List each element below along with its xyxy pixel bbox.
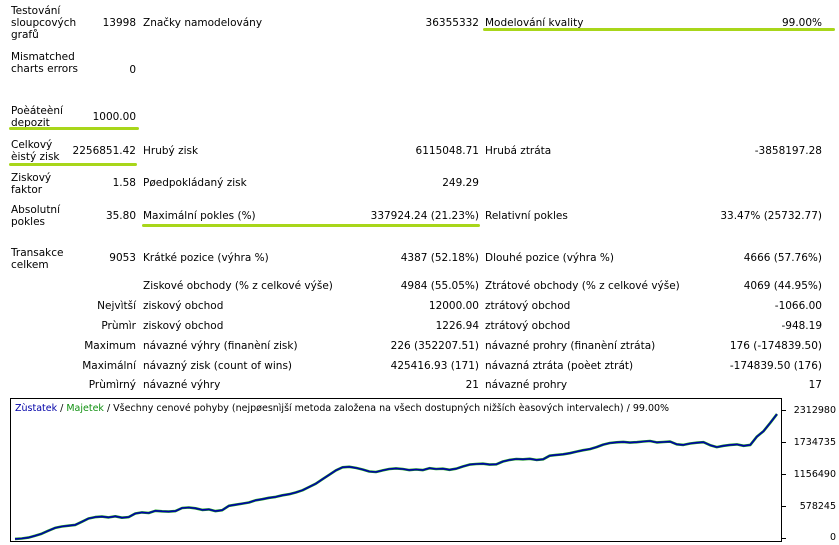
value-maximal-drawdown: 337924.24 (21.23%): [370, 210, 479, 222]
label-maximal-consecutive-loss: návazná ztráta (poèet ztrát): [485, 360, 634, 372]
value-maximal-consecutive-loss: -174839.50 (176): [729, 360, 822, 372]
label-average-consecutive-losses: návazné prohry: [485, 379, 568, 391]
net-profit-highlight-line: [9, 163, 137, 166]
label-net-profit: Celkový èistý zisk: [11, 139, 60, 163]
value-long-positions: 4666 (57.76%): [743, 252, 822, 264]
y-tick-label: 578245: [799, 501, 836, 512]
legend-description: / Všechny cenové pohyby (nejpøesnìjší me…: [103, 403, 670, 414]
label-max-consecutive-losses: návazné prohry (finanèní ztráta): [485, 340, 656, 352]
label-maximal-consecutive-profit: návazný zisk (count of wins): [143, 360, 293, 372]
y-tick-mark: [782, 506, 786, 507]
label-loss-trades: Ztrátové obchody (% z celkové výše): [485, 280, 680, 292]
label-maximal-drawdown: Maximální pokles (%): [143, 210, 256, 222]
value-largest-profit-trade: 12000.00: [428, 300, 479, 312]
y-tick-mark: [782, 538, 786, 539]
balance-chart: Zùstatek / Majetek / Všechny cenové pohy…: [10, 398, 836, 544]
value-profit-trades: 4984 (55.05%): [400, 280, 479, 292]
quality-highlight-line: [483, 28, 835, 31]
value-initial-deposit: 1000.00: [92, 111, 136, 123]
label-average: Prùmìr: [101, 320, 136, 332]
y-tick-mark: [782, 410, 786, 411]
balance-line: [14, 413, 778, 540]
value-gross-loss: -3858197.28: [754, 145, 822, 157]
label-max-consecutive-wins: návazné výhry (finanèní zisk): [143, 340, 298, 352]
value-maximal-consecutive-profit: 425416.93 (171): [390, 360, 479, 372]
label-average-consecutive: Prùmìrný: [88, 379, 136, 391]
y-tick-mark: [782, 474, 786, 475]
value-largest-loss-trade: -1066.00: [774, 300, 822, 312]
value-average-consecutive-losses: 17: [808, 379, 822, 391]
label-profit-trades: Ziskové obchody (% z celkové výše): [143, 280, 333, 292]
label-largest: Nejvìtší: [97, 300, 136, 312]
value-average-consecutive-wins: 21: [465, 379, 479, 391]
value-net-profit: 2256851.42: [72, 145, 136, 157]
value-average-loss-trade: -948.19: [781, 320, 822, 332]
label-maximal: Maximální: [82, 360, 136, 372]
label-largest-loss-trade: ztrátový obchod: [485, 300, 571, 312]
value-mismatched-errors: 0: [129, 64, 136, 76]
deposit-highlight-line: [9, 127, 139, 130]
value-loss-trades: 4069 (44.95%): [743, 280, 822, 292]
value-max-consecutive-wins: 226 (352207.51): [390, 340, 479, 352]
value-expected-payoff: 249.29: [442, 177, 479, 189]
label-largest-profit-trade: ziskový obchod: [143, 300, 224, 312]
label-maximum: Maximum: [84, 340, 136, 352]
legend-balance: Zùstatek: [15, 403, 58, 414]
label-tested-bars: Testování sloupcových grafů: [11, 5, 77, 41]
label-absolute-drawdown: Absolutní pokles: [11, 204, 61, 228]
value-gross-profit: 6115048.71: [415, 145, 479, 157]
y-tick-mark: [782, 442, 786, 443]
legend-equity: Majetek: [66, 403, 104, 414]
value-absolute-drawdown: 35.80: [105, 210, 136, 222]
value-max-consecutive-losses: 176 (-174839.50): [729, 340, 822, 352]
value-short-positions: 4387 (52.18%): [400, 252, 479, 264]
y-tick-label: 1734735: [793, 437, 836, 448]
value-modelling-quality: 99.00%: [781, 17, 822, 29]
value-relative-drawdown: 33.47% (25732.77): [720, 210, 822, 222]
label-gross-profit: Hrubý zisk: [143, 145, 199, 157]
value-profit-factor: 1.58: [112, 177, 136, 189]
drawdown-highlight-line: [142, 224, 480, 227]
label-average-loss-trade: ztrátový obchod: [485, 320, 571, 332]
chart-plot-area: Zùstatek / Majetek / Všechny cenové pohy…: [10, 398, 782, 542]
label-average-consecutive-wins: návazné výhry: [143, 379, 221, 391]
chart-legend: Zùstatek / Majetek / Všechny cenové pohy…: [15, 403, 669, 414]
label-modelling-quality: Modelování kvality: [485, 17, 584, 29]
label-ticks-modelled: Značky namodelovány: [143, 17, 263, 29]
label-relative-drawdown: Relativní pokles: [485, 210, 568, 222]
y-tick-label: 2312980: [793, 405, 836, 416]
label-short-positions: Krátké pozice (výhra %): [143, 252, 269, 264]
chart-svg: [14, 413, 779, 541]
label-average-profit-trade: ziskový obchod: [143, 320, 224, 332]
value-total-trades: 9053: [109, 252, 136, 264]
y-tick-label: 0: [829, 532, 836, 543]
legend-sep: /: [57, 403, 67, 414]
equity-line: [14, 413, 779, 541]
label-total-trades: Transakce celkem: [11, 247, 64, 271]
label-expected-payoff: Pøedpokládaný zisk: [143, 177, 247, 189]
value-tested-bars: 13998: [102, 17, 136, 29]
label-profit-factor: Ziskový faktor: [11, 172, 52, 196]
value-average-profit-trade: 1226.94: [435, 320, 479, 332]
label-mismatched-errors: Mismatched charts errors: [11, 51, 78, 75]
y-tick-label: 1156490: [793, 469, 836, 480]
label-gross-loss: Hrubá ztráta: [485, 145, 552, 157]
value-ticks-modelled: 36355332: [425, 17, 479, 29]
label-long-positions: Dlouhé pozice (výhra %): [485, 252, 614, 264]
label-initial-deposit: Poèáteèní depozit: [11, 105, 63, 129]
